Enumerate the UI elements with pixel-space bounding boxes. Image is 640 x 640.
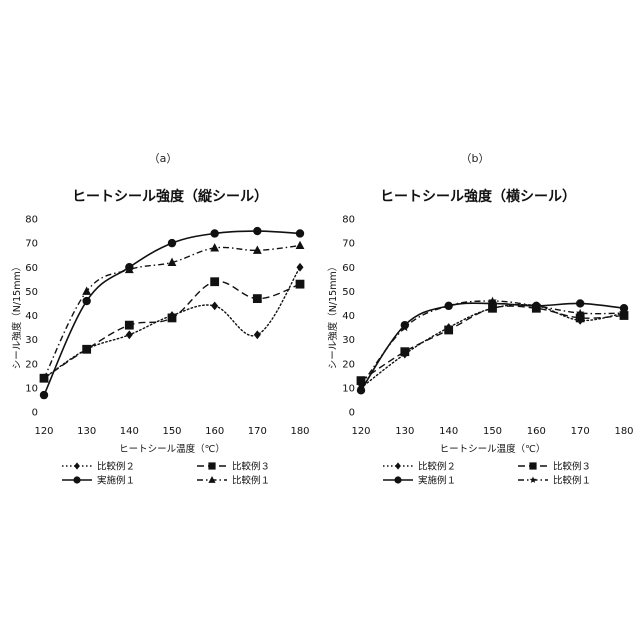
legend-label: 比較例１ (232, 475, 270, 487)
marker-diamond (74, 462, 80, 469)
y-tick-label: 70 (342, 239, 355, 250)
marker-square (444, 326, 453, 335)
y-tick-label: 50 (25, 287, 38, 298)
marker-diamond (254, 330, 261, 339)
x-tick-label: 140 (120, 426, 139, 437)
legend-label: 比較例１ (553, 475, 591, 487)
x-tick-label: 120 (351, 426, 370, 437)
marker-circle (253, 227, 261, 235)
marker-star (530, 476, 537, 483)
y-tick-label: 10 (25, 383, 38, 394)
y-tick-label: 70 (25, 239, 38, 250)
series-line (361, 301, 624, 385)
x-tick-label: 160 (527, 426, 546, 437)
y-tick-label: 80 (342, 215, 355, 226)
panel-b: （b） ヒートシール強度（横シール） 0 10 20 30 40 50 60 70 80 120 1… (327, 152, 634, 487)
y-tick-label: 0 (349, 408, 355, 419)
y-tick-label: 20 (25, 359, 38, 370)
marker-circle (210, 229, 218, 237)
x-tick-label: 140 (439, 426, 458, 437)
marker-diamond (395, 462, 401, 469)
x-tick-label: 150 (483, 426, 502, 437)
x-axis-title: ヒートシール温度（℃） (119, 443, 225, 455)
legend-label: 比較例２ (97, 461, 135, 473)
y-axis-title: シール強度（N/15mm） (327, 262, 339, 369)
y-tick-label: 60 (25, 263, 38, 274)
marker-triangle (210, 243, 219, 251)
marker-circle (82, 297, 90, 305)
marker-diamond (126, 330, 133, 339)
marker-square (125, 321, 134, 330)
x-tick-label: 180 (614, 426, 633, 437)
y-tick-label: 30 (25, 335, 38, 346)
panel-label: （b） (461, 152, 490, 165)
marker-square (400, 347, 409, 356)
x-tick-label: 120 (34, 426, 53, 437)
marker-circle (576, 299, 584, 307)
marker-square (82, 345, 91, 354)
x-tick-label: 130 (395, 426, 414, 437)
chart-title: ヒートシール強度（横シール） (380, 188, 576, 205)
marker-square (296, 280, 305, 289)
plot-area: 0 10 20 30 40 50 60 70 80 120 130 140 150 160 170 180 ヒー… (327, 215, 634, 487)
legend-label: 比較例３ (232, 461, 270, 473)
x-axis-title: ヒートシール温度（℃） (440, 443, 546, 455)
legend-label: 実施例１ (418, 475, 456, 487)
marker-square (168, 314, 177, 323)
chart-title: ヒートシール強度（縦シール） (72, 188, 268, 205)
x-tick-label: 150 (162, 426, 181, 437)
x-tick-label: 170 (248, 426, 267, 437)
y-tick-label: 20 (342, 359, 355, 370)
marker-circle (296, 229, 304, 237)
marker-square (529, 462, 536, 469)
legend-label: 実施例１ (97, 475, 135, 487)
marker-triangle (82, 287, 91, 295)
legend-label: 比較例３ (553, 461, 591, 473)
y-tick-label: 10 (342, 383, 355, 394)
x-tick-label: 170 (571, 426, 590, 437)
marker-triangle (296, 241, 305, 249)
y-tick-label: 40 (25, 311, 38, 322)
marker-diamond (211, 301, 218, 310)
marker-circle (40, 391, 48, 399)
x-tick-label: 180 (290, 426, 309, 437)
x-tick-label: 130 (77, 426, 96, 437)
y-tick-label: 60 (342, 263, 355, 274)
y-tick-label: 80 (25, 215, 38, 226)
marker-diamond (296, 263, 303, 272)
marker-circle (73, 476, 80, 483)
x-tick-label: 160 (205, 426, 224, 437)
y-tick-label: 40 (342, 311, 355, 322)
marker-circle (168, 239, 176, 247)
marker-circle (394, 476, 401, 483)
marker-square (210, 277, 219, 286)
panel-label: （a） (149, 152, 178, 165)
y-tick-label: 0 (32, 408, 38, 419)
marker-square (253, 294, 262, 303)
y-tick-label: 30 (342, 335, 355, 346)
legend-label: 比較例２ (418, 461, 456, 473)
series-line (44, 267, 300, 378)
panel-a: （a） ヒートシール強度（縦シール） 0 10 20 30 40 50 60 70 80 120 1… (11, 152, 310, 487)
plot-area: 0 10 20 30 40 50 60 70 80 120 130 140 150 160 170 180 ヒー… (11, 215, 310, 487)
marker-square (208, 462, 215, 469)
y-tick-label: 50 (342, 287, 355, 298)
y-axis-title: シール強度（N/15mm） (11, 262, 23, 369)
